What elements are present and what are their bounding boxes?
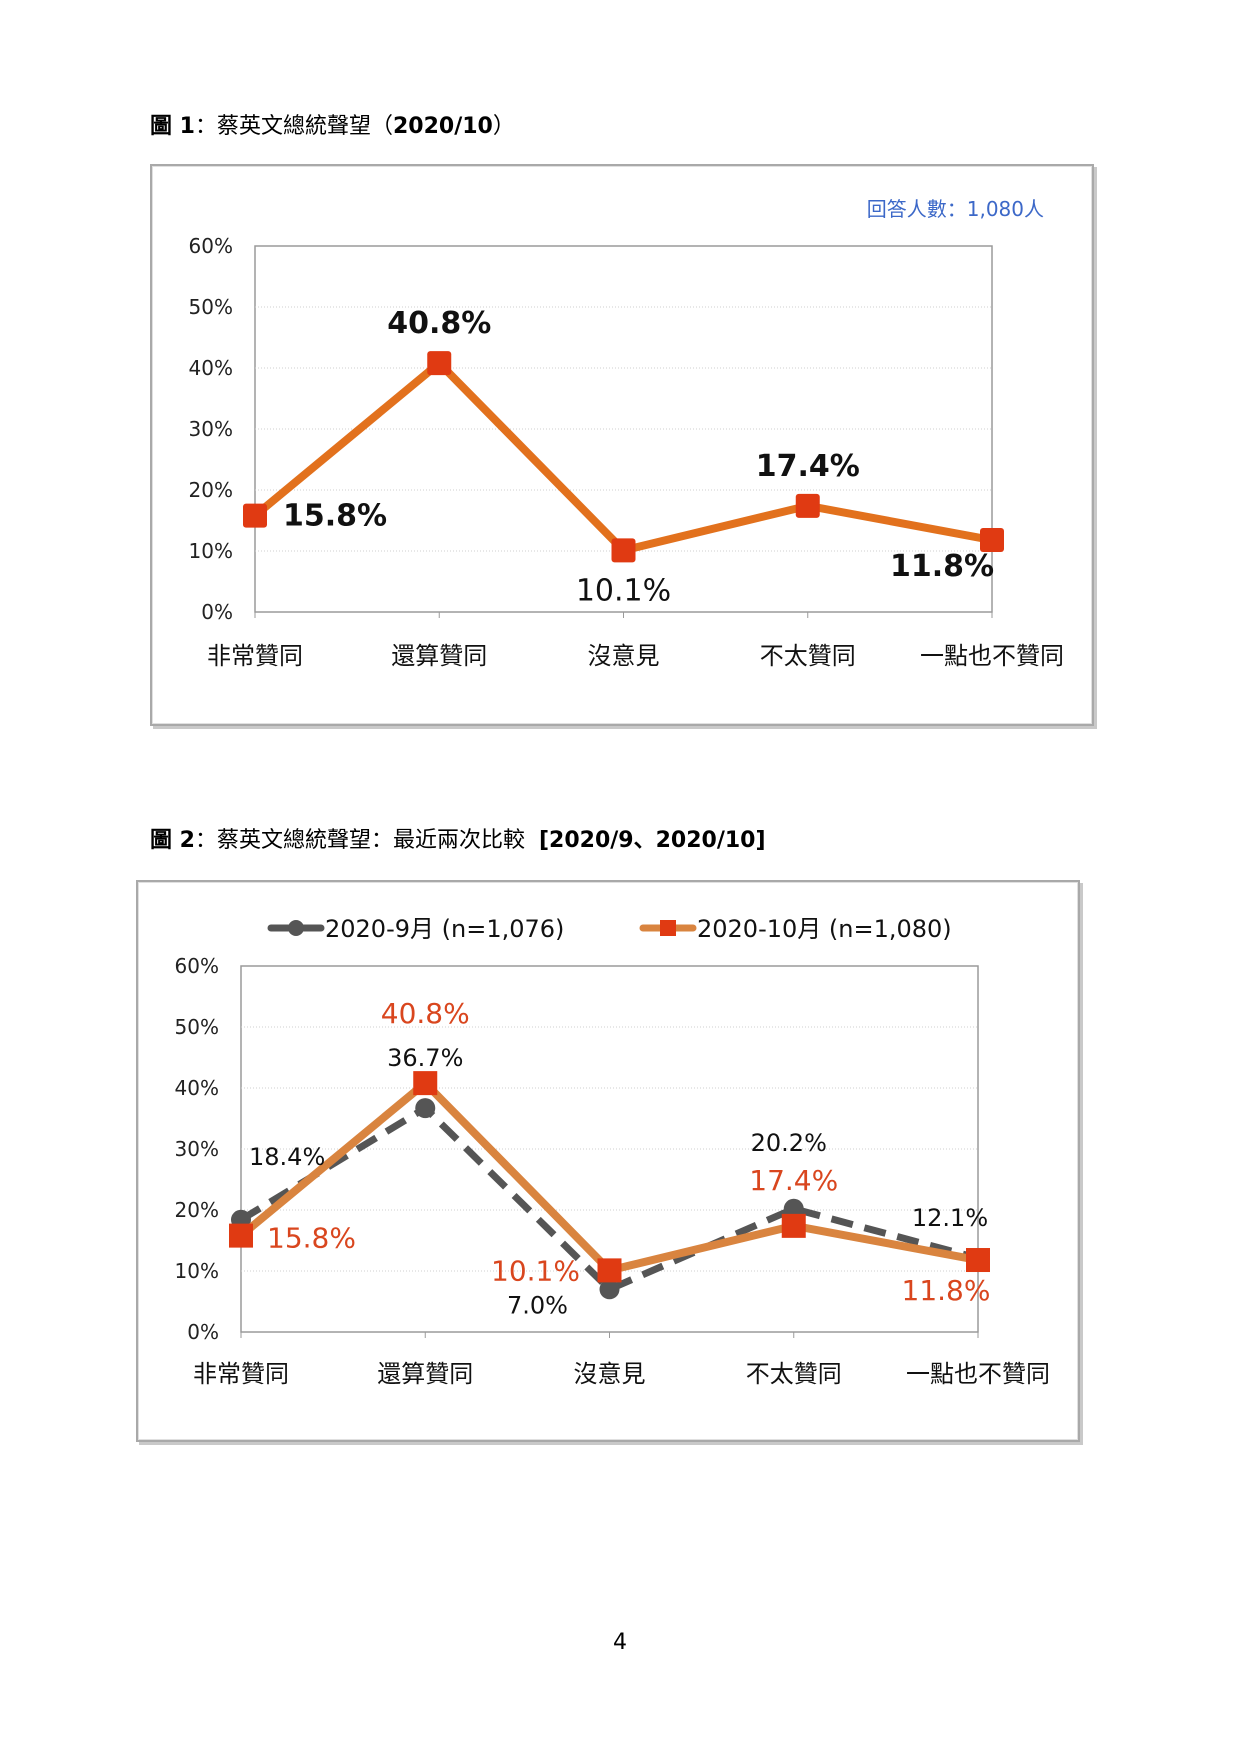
chart2-category-label: 還算贊同 (377, 1360, 473, 1388)
chart1-data-point (980, 528, 1004, 553)
chart2-oct-data-point (229, 1223, 253, 1248)
chart2-legend-label: 2020-10月 (n=1,080) (697, 915, 952, 943)
chart2-oct-data-point (781, 1213, 806, 1238)
figure2-caption-text: ：蔡英文總統聲望：最近兩次比較 (194, 828, 525, 853)
chart2-series-sep-line (239, 1104, 979, 1293)
chart2-oct-data-point (597, 1258, 622, 1283)
figure1-caption-prefix: 圖 1 (150, 114, 195, 139)
chart2-y-tick-label: 50% (175, 1015, 219, 1039)
chart2-sep-data-label: 36.7% (387, 1044, 463, 1072)
figure1-caption: 圖 1：蔡英文總統聲望（2020/10） (150, 108, 515, 140)
chart2-oct-data-label: 10.1% (491, 1254, 580, 1287)
chart1-sample-note: 回答人數：1,080人 (867, 197, 1044, 221)
chart1-y-tick-label: 30% (189, 417, 233, 441)
chart2-sep-data-label: 7.0% (507, 1291, 568, 1319)
chart2-oct-data-point (413, 1071, 438, 1096)
chart2-oct-data-label: 11.8% (902, 1274, 991, 1307)
chart2-oct-data-label: 15.8% (267, 1222, 356, 1255)
chart2-y-tick-label: 0% (187, 1320, 219, 1344)
chart1-category-label: 還算贊同 (391, 642, 487, 670)
chart1-data-label: 15.8% (283, 499, 387, 534)
figure1-caption-text: ：蔡英文總統聲望（ (194, 114, 393, 139)
chart2-sep-data-point (415, 1098, 436, 1119)
chart1-y-tick-label: 20% (189, 478, 233, 502)
chart2-oct-data-label: 17.4% (749, 1164, 838, 1197)
chart2-category-label: 沒意見 (574, 1360, 646, 1388)
chart2-oct-data-point (966, 1248, 990, 1273)
chart2-sep-data-point (783, 1198, 804, 1219)
figure2-caption-period: [2020/9、2020/10] (538, 828, 766, 853)
chart2-sep-data-point (599, 1279, 620, 1300)
chart1-data-point (243, 503, 267, 528)
chart1-y-tick-label: 40% (189, 356, 233, 380)
chart1-data-label: 11.8% (890, 549, 994, 584)
chart2-y-tick-label: 10% (175, 1259, 219, 1283)
chart2-category-label: 不太贊同 (746, 1360, 842, 1388)
page-number: 4 (613, 1630, 627, 1655)
chart1-data-point (611, 538, 636, 563)
chart1-data-point (795, 493, 820, 518)
figure2-caption-prefix: 圖 2 (150, 828, 195, 853)
chart1-y-tick-label: 60% (189, 234, 233, 258)
chart1-y-tick-label: 0% (201, 600, 233, 624)
chart1-category-label: 不太贊同 (760, 642, 856, 670)
chart2-svg: 0% 10% 20% 30% 40% 50% 60% 非常贊同 還算贊同 沒意見 不太贊同 一點也不贊… (175, 915, 1050, 1388)
figure2-caption: 圖 2：蔡英文總統聲望：最近兩次比較 [2020/9、2020/10] (150, 822, 766, 854)
chart1-svg: 0% 10% 20% 30% 40% 50% 60% 非常贊同 還算贊同 沒意見 不太贊同 一點也不贊… (189, 197, 1064, 670)
chart2-frame: 0% 10% 20% 30% 40% 50% 60% 非常贊同 還算贊同 沒意見 不太贊同 一點也不贊… (136, 880, 1080, 1442)
chart2-category-label: 一點也不贊同 (906, 1360, 1050, 1388)
chart2-y-tick-label: 40% (175, 1076, 219, 1100)
chart1-data-point (427, 351, 452, 376)
chart2-legend-marker (660, 920, 676, 936)
chart2-y-tick-label: 30% (175, 1137, 219, 1161)
chart1-frame: 0% 10% 20% 30% 40% 50% 60% 非常贊同 還算贊同 沒意見 不太贊同 一點也不贊… (150, 164, 1094, 726)
chart2-legend-marker (288, 920, 304, 936)
chart1-y-tick-label: 50% (189, 295, 233, 319)
chart2-oct-data-label: 40.8% (381, 997, 470, 1030)
chart2-legend-label: 2020-9月 (n=1,076) (325, 915, 564, 943)
figure1-caption-suffix: ） (492, 114, 515, 139)
chart1-category-label: 一點也不贊同 (920, 642, 1064, 670)
chart1-y-tick-label: 10% (189, 539, 233, 563)
chart1-data-label: 10.1% (576, 573, 671, 608)
chart2-sep-data-label: 20.2% (751, 1129, 827, 1157)
figure1-caption-period: 2020/10 (392, 114, 493, 139)
chart1-category-label: 沒意見 (588, 642, 660, 670)
chart2-sep-data-label: 18.4% (249, 1143, 325, 1171)
chart1-data-label: 17.4% (756, 449, 860, 484)
chart2-y-tick-label: 60% (175, 954, 219, 978)
chart2-y-tick-label: 20% (175, 1198, 219, 1222)
chart2-category-label: 非常贊同 (193, 1360, 289, 1388)
chart1-category-label: 非常贊同 (207, 642, 303, 670)
chart1-data-label: 40.8% (387, 306, 491, 341)
chart2-sep-data-label: 12.1% (912, 1204, 988, 1232)
